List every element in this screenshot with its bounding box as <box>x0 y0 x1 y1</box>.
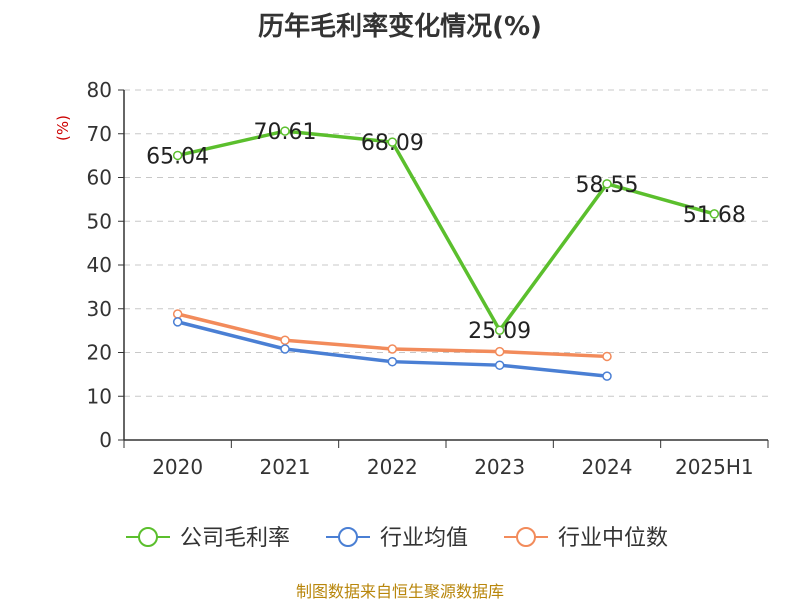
data-point <box>172 309 183 319</box>
data-point <box>494 346 505 357</box>
data-point <box>602 351 612 362</box>
x-tick-label: 2024 <box>582 455 633 479</box>
data-point <box>602 179 612 189</box>
series-lines <box>172 126 720 381</box>
data-point <box>172 317 183 327</box>
y-tick-label: 60 <box>87 166 112 190</box>
axes <box>118 89 769 448</box>
y-tick-label: 10 <box>87 384 112 408</box>
data-point <box>387 356 398 367</box>
series-line <box>175 129 717 332</box>
legend-label: 行业均值 <box>380 526 468 551</box>
x-tick-label: 2020 <box>152 455 203 479</box>
y-tick-label: 80 <box>87 78 112 102</box>
legend-label: 公司毛利率 <box>180 526 290 551</box>
y-tick-label: 70 <box>87 122 112 146</box>
data-point <box>494 360 505 370</box>
data-point <box>280 344 290 354</box>
legend-marker <box>516 527 536 547</box>
data-point <box>172 150 183 161</box>
data-point <box>280 335 290 345</box>
data-label: 70.61 <box>254 120 317 145</box>
y-tick-label: 0 <box>99 428 112 452</box>
y-tick-labels: 0 10 20 30 40 50 60 70 80 <box>87 78 112 452</box>
data-label: 58.55 <box>576 173 639 198</box>
data-label: 51.68 <box>683 203 746 228</box>
x-tick-labels: 2020 2021 2022 2023 2024 2025H1 <box>152 455 753 479</box>
y-tick-label: 30 <box>87 297 112 321</box>
legend-label: 行业中位数 <box>558 526 668 551</box>
y-tick-label: 20 <box>87 341 112 365</box>
gridlines <box>124 89 768 397</box>
y-tick-label: 50 <box>87 209 112 233</box>
data-label: 25.09 <box>468 319 531 344</box>
data-label: 65.04 <box>146 144 209 169</box>
y-tick-label: 40 <box>87 253 112 277</box>
data-point <box>387 344 398 354</box>
x-tick-label: 2021 <box>260 455 311 479</box>
data-label: 68.09 <box>361 131 424 156</box>
legend: 公司毛利率 行业均值 行业中位数 <box>126 526 668 551</box>
data-point <box>709 209 720 219</box>
data-point <box>494 325 505 335</box>
y-axis-label: (%) <box>54 115 72 141</box>
data-point <box>280 126 290 136</box>
data-labels: 65.04 70.61 68.09 25.09 58.55 51.68 <box>146 120 746 344</box>
data-point <box>602 371 612 381</box>
chart-title: 历年毛利率变化情况(%) <box>258 12 542 42</box>
data-point <box>387 137 398 147</box>
source-note: 制图数据来自恒生聚源数据库 <box>295 582 504 601</box>
legend-marker <box>338 527 358 547</box>
x-tick-label: 2025H1 <box>675 455 754 479</box>
legend-marker <box>138 527 158 547</box>
x-tick-label: 2023 <box>474 455 525 479</box>
x-tick-label: 2022 <box>367 455 418 479</box>
